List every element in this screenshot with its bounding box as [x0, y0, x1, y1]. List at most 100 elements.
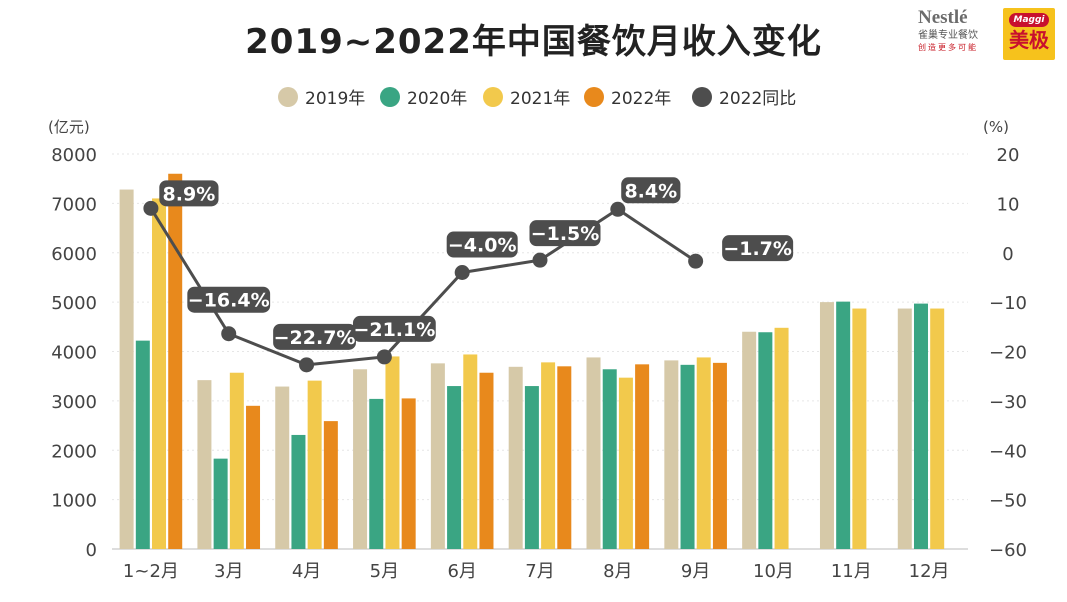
y2-tick-label: 0	[1002, 244, 1013, 265]
y2-tick-label: −60	[989, 540, 1027, 561]
yoy-label-box	[159, 180, 219, 207]
x-tick-label: 10月	[753, 561, 794, 582]
y-axis-unit-left: (亿元)	[48, 118, 90, 136]
yoy-label-box	[273, 323, 356, 350]
yoy-line	[149, 207, 697, 367]
legend-item: 2019年	[278, 87, 365, 109]
bar-2021-10	[852, 308, 867, 549]
bar-2021-3	[307, 380, 322, 549]
y-axis-unit-right: (%)	[983, 118, 1009, 136]
nestle-cn-text: 雀巢专业餐饮	[918, 30, 978, 41]
bar-2020-6	[524, 386, 539, 549]
y-tick-label: 2000	[51, 441, 97, 462]
bar-2020-4	[369, 398, 384, 549]
bar-series	[119, 173, 945, 550]
bar-2022-2	[246, 405, 261, 549]
bar-2020-11	[913, 303, 928, 549]
legend-marker	[584, 87, 604, 107]
bar-2019-2	[197, 380, 212, 549]
y2-tick-label: −30	[989, 392, 1027, 413]
yoy-data-label: 8.4%	[621, 177, 681, 204]
yoy-label-box	[621, 177, 681, 204]
bar-2020-7	[602, 369, 617, 549]
x-tick-label: 11月	[831, 561, 872, 582]
y2-tick-label: −40	[989, 441, 1027, 462]
bar-2020-10	[836, 301, 851, 549]
legend-label: 2022同比	[719, 89, 796, 109]
bar-2019-9	[742, 331, 757, 549]
nestle-brand-text: Nestlé	[918, 7, 968, 28]
x-tick-label: 1~2月	[123, 561, 179, 582]
x-tick-label: 12月	[909, 561, 950, 582]
yoy-label-box	[187, 286, 271, 313]
bar-2022-7	[635, 364, 650, 549]
maggi-brand-text: Maggi	[1009, 13, 1049, 27]
bar-2022-1	[168, 173, 183, 549]
bar-2021-4	[385, 356, 400, 549]
bar-2019-4	[353, 369, 368, 549]
bar-2021-7	[618, 377, 633, 549]
x-tick-label: 9月	[681, 561, 710, 582]
nestle-slogan-text: 创造更多可能	[918, 43, 978, 52]
x-tick-label: 3月	[214, 561, 243, 582]
x-tick-label: 7月	[525, 561, 554, 582]
yoy-point	[610, 201, 626, 217]
bar-2020-1	[135, 340, 150, 549]
legend-label: 2019年	[305, 89, 365, 109]
x-tick-label: 4月	[292, 561, 321, 582]
yoy-label-box	[529, 220, 601, 247]
y2-tick-label: 20	[997, 145, 1020, 166]
bar-2021-5	[463, 354, 478, 549]
y-tick-label: 6000	[51, 244, 97, 265]
yoy-data-label: −1.5%	[529, 220, 601, 247]
yoy-point	[454, 265, 470, 280]
bar-2021-1	[152, 198, 167, 549]
bar-2021-9	[774, 327, 789, 549]
legend-item: 2021年	[483, 87, 570, 109]
yoy-label-text: 8.4%	[624, 180, 677, 202]
bar-2019-8	[664, 360, 679, 549]
yoy-label-text: −21.1%	[353, 319, 435, 341]
yoy-label-box	[446, 231, 518, 258]
yoy-data-label: −4.0%	[446, 231, 518, 258]
yoy-label-text: −16.4%	[188, 290, 270, 312]
bar-2022-4	[401, 398, 416, 549]
y-tick-label: 5000	[51, 293, 97, 314]
legend-label: 2022年	[611, 89, 671, 109]
yoy-label-box	[352, 315, 436, 342]
bar-2021-6	[541, 362, 556, 549]
bar-2022-6	[557, 366, 572, 549]
bar-2019-5	[430, 363, 445, 549]
yoy-label-text: −22.7%	[274, 327, 356, 349]
legend-marker	[380, 87, 400, 107]
maggi-cn-text: 美极	[1009, 28, 1049, 52]
y-tick-label: 7000	[51, 194, 97, 215]
yoy-label-text: 8.9%	[163, 183, 216, 205]
yoy-data-label: −16.4%	[187, 286, 271, 313]
maggi-logo: Maggi 美极	[1003, 8, 1055, 60]
y-tick-label: 0	[86, 540, 97, 561]
chart-legend: 2019年 2020年 2021年 2022年 2022同比	[278, 87, 796, 109]
bar-2020-3	[291, 434, 306, 549]
bar-2019-3	[275, 386, 290, 549]
yoy-point	[221, 326, 237, 342]
bar-2019-7	[586, 357, 601, 549]
bar-2021-11	[930, 308, 945, 549]
legend-item: 2020年	[380, 87, 467, 109]
yoy-label-box	[722, 235, 794, 262]
bar-2020-8	[680, 364, 695, 549]
y-tick-label: 1000	[51, 491, 97, 512]
yoy-label-text: −1.7%	[723, 238, 792, 260]
yoy-line-series: 8.9% −16.4%−22.7%−21.1% −4.0% −1.5% 8.4% −1.7…	[143, 177, 794, 373]
yoy-data-label: 8.9%	[159, 180, 219, 207]
yoy-label-text: −4.0%	[448, 235, 517, 257]
bar-2019-10	[819, 302, 834, 549]
y-axis-right: (%) −60 −50 −40 −30 −20 −10 0 10 20	[983, 118, 1027, 561]
yoy-point	[143, 200, 159, 216]
x-tick-label: 5月	[370, 561, 399, 582]
y-tick-label: 8000	[51, 145, 97, 166]
x-axis: 1~2月 3月 4月 5月 6月 7月 8月 9月 10月 11月 12月	[123, 561, 950, 582]
legend-marker	[278, 87, 298, 107]
y2-tick-label: −20	[989, 343, 1027, 364]
